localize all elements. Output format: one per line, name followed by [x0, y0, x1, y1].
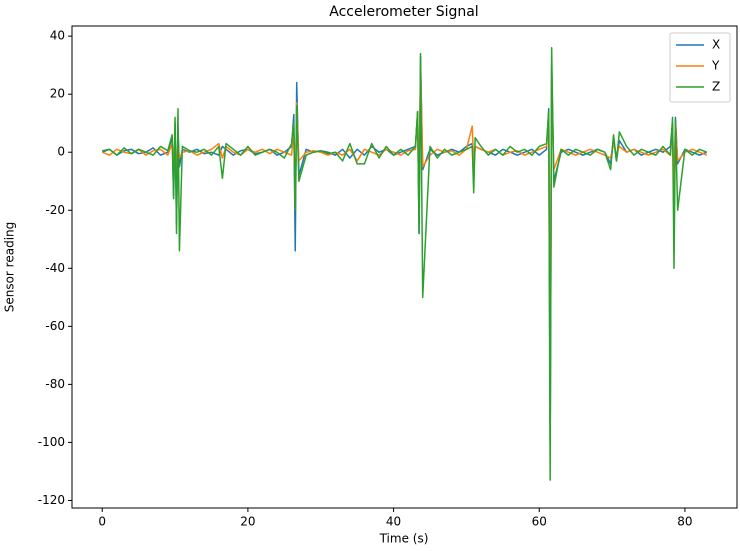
- y-tick-label: -100: [38, 435, 65, 449]
- x-tick-label: 80: [677, 515, 692, 529]
- y-tick-label: -20: [45, 203, 65, 217]
- x-tick-label: 0: [98, 515, 106, 529]
- y-tick-label: 40: [50, 29, 65, 43]
- plot-frame: [71, 25, 738, 509]
- series-line: [101, 55, 708, 444]
- x-tick-label: 60: [532, 515, 547, 529]
- chart-title: Accelerometer Signal: [329, 4, 478, 20]
- y-tick-label: -120: [38, 493, 65, 507]
- series-line: [101, 64, 708, 386]
- x-tick-label: 20: [240, 515, 255, 529]
- legend-label: Y: [711, 59, 720, 73]
- y-tick-label: -80: [45, 377, 65, 391]
- y-tick-label: 20: [50, 87, 65, 101]
- x-tick-label: 40: [386, 515, 401, 529]
- legend-label: X: [712, 38, 720, 52]
- legend-box: [669, 32, 731, 103]
- x-axis-label: Time (s): [379, 532, 429, 546]
- series-line: [102, 47, 708, 481]
- y-tick-label: 0: [57, 145, 65, 159]
- y-axis-label: Sensor reading: [3, 222, 17, 313]
- y-tick-label: -60: [45, 319, 65, 333]
- y-tick-label: -40: [45, 261, 65, 275]
- legend-label: Z: [712, 80, 720, 94]
